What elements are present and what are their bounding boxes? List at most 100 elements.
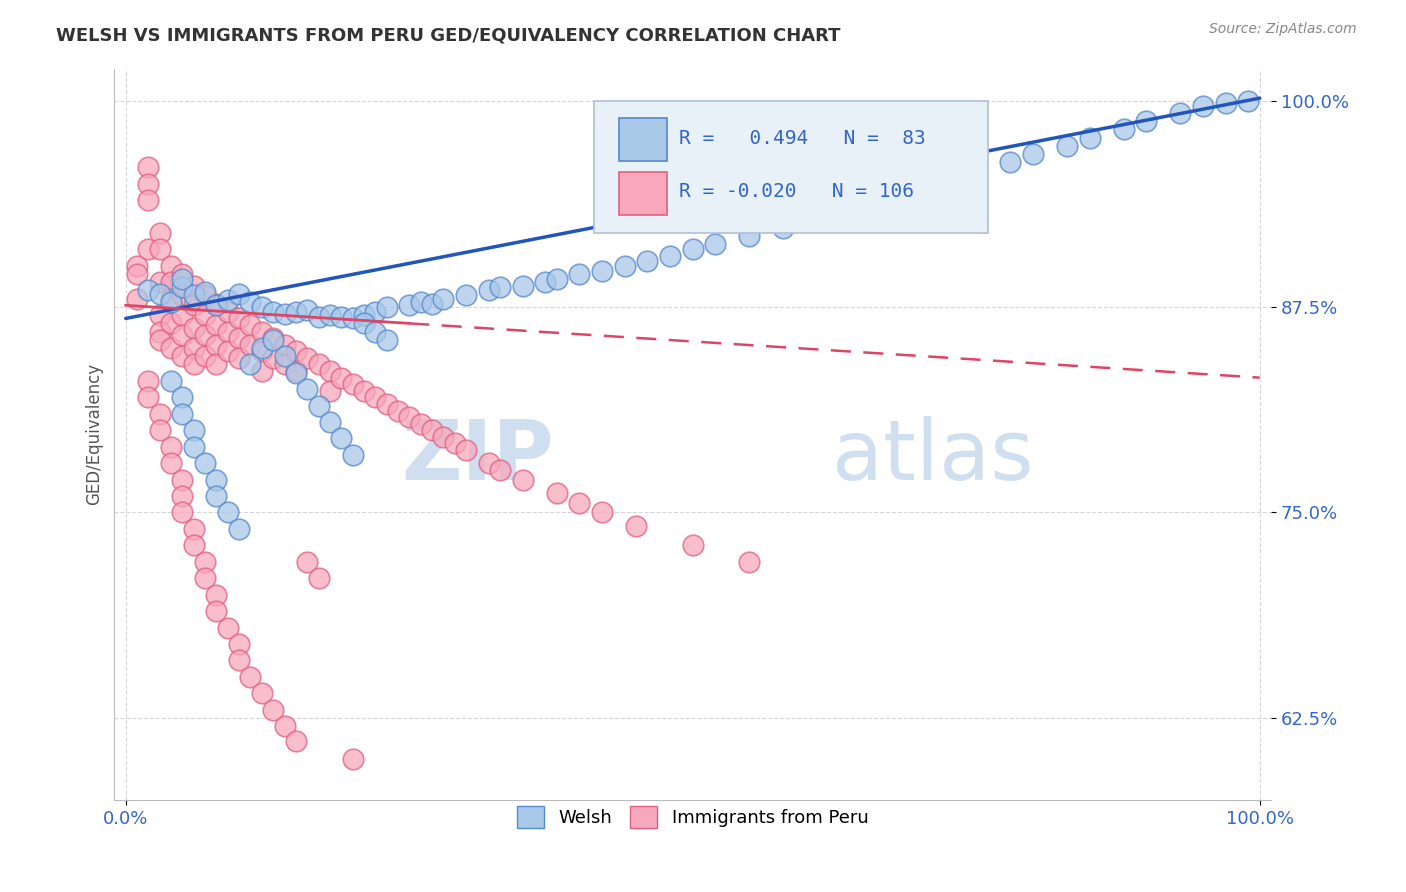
Point: [398, 298, 420, 312]
Point: [432, 430, 454, 444]
Point: [183, 288, 205, 302]
Point: [228, 653, 250, 667]
Point: [138, 160, 160, 174]
Point: [239, 358, 262, 372]
Point: [172, 506, 194, 520]
Point: [420, 423, 443, 437]
Point: [138, 193, 160, 207]
Point: [217, 506, 239, 520]
Point: [342, 752, 364, 766]
Point: [284, 305, 307, 319]
Point: [194, 571, 217, 585]
Point: [262, 703, 284, 717]
Point: [262, 305, 284, 319]
Point: [295, 303, 318, 318]
Point: [295, 382, 318, 396]
Point: [149, 407, 172, 421]
Point: [353, 317, 375, 331]
Point: [250, 325, 273, 339]
Point: [149, 308, 172, 322]
Point: [183, 321, 205, 335]
Point: [149, 286, 172, 301]
Point: [138, 390, 160, 404]
FancyBboxPatch shape: [619, 119, 668, 161]
Point: [772, 221, 794, 235]
Point: [194, 555, 217, 569]
Point: [205, 337, 228, 351]
Point: [205, 298, 228, 312]
Point: [183, 298, 205, 312]
Point: [478, 284, 501, 298]
Point: [284, 364, 307, 378]
Point: [489, 463, 512, 477]
Point: [172, 390, 194, 404]
Point: [273, 349, 295, 363]
Point: [250, 364, 273, 378]
Point: [217, 621, 239, 635]
Point: [546, 272, 568, 286]
Point: [149, 275, 172, 289]
Point: [160, 295, 183, 310]
Point: [284, 366, 307, 380]
Text: Source: ZipAtlas.com: Source: ZipAtlas.com: [1209, 22, 1357, 37]
Point: [239, 670, 262, 684]
Point: [194, 285, 217, 300]
Point: [636, 253, 658, 268]
Point: [228, 286, 250, 301]
Point: [330, 370, 353, 384]
Point: [273, 306, 295, 320]
Point: [160, 374, 183, 388]
Point: [319, 308, 342, 322]
Point: [273, 719, 295, 733]
Point: [160, 317, 183, 331]
Point: [830, 204, 852, 219]
Point: [194, 456, 217, 470]
Point: [183, 440, 205, 454]
FancyBboxPatch shape: [595, 102, 987, 233]
Text: ZIP: ZIP: [402, 416, 554, 497]
Point: [160, 259, 183, 273]
Point: [364, 325, 387, 339]
Point: [262, 331, 284, 345]
Point: [127, 292, 149, 306]
Point: [682, 538, 704, 552]
Point: [138, 284, 160, 298]
Point: [217, 325, 239, 339]
Point: [205, 296, 228, 310]
Point: [364, 305, 387, 319]
Point: [239, 295, 262, 310]
Point: [295, 351, 318, 365]
Point: [659, 249, 682, 263]
Point: [149, 423, 172, 437]
Text: R =   0.494   N =  83: R = 0.494 N = 83: [679, 128, 925, 147]
Point: [319, 384, 342, 398]
Point: [172, 288, 194, 302]
Point: [172, 267, 194, 281]
Point: [568, 495, 591, 509]
Point: [183, 522, 205, 536]
Point: [239, 337, 262, 351]
Legend: Welsh, Immigrants from Peru: Welsh, Immigrants from Peru: [510, 798, 876, 835]
Point: [217, 344, 239, 359]
Point: [308, 310, 330, 324]
Y-axis label: GED/Equivalency: GED/Equivalency: [86, 363, 103, 506]
Point: [353, 308, 375, 322]
Point: [160, 456, 183, 470]
Point: [319, 415, 342, 429]
Point: [149, 226, 172, 240]
Point: [273, 337, 295, 351]
Point: [965, 163, 987, 178]
Point: [852, 196, 875, 211]
Point: [342, 311, 364, 326]
Point: [160, 440, 183, 454]
Point: [353, 384, 375, 398]
Point: [546, 485, 568, 500]
Point: [454, 442, 477, 457]
Point: [375, 300, 398, 314]
Point: [172, 473, 194, 487]
Point: [398, 410, 420, 425]
Point: [420, 296, 443, 310]
Point: [443, 436, 465, 450]
Text: atlas: atlas: [831, 416, 1033, 497]
Point: [319, 364, 342, 378]
